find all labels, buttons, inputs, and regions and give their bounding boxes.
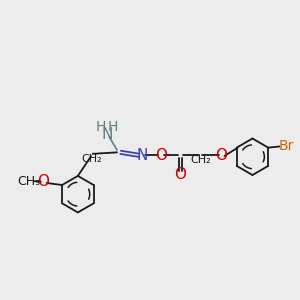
Text: O: O [37,174,49,189]
Text: H: H [107,120,118,134]
Text: CH₂: CH₂ [190,155,211,165]
Text: CH₂: CH₂ [82,154,102,164]
Text: CH₃: CH₃ [17,175,41,188]
Text: O: O [155,148,167,163]
Text: O: O [174,167,186,182]
Text: O: O [216,148,228,163]
Text: Br: Br [278,140,294,154]
Text: N: N [102,127,113,142]
Text: N: N [136,148,148,163]
Text: H: H [96,120,106,134]
